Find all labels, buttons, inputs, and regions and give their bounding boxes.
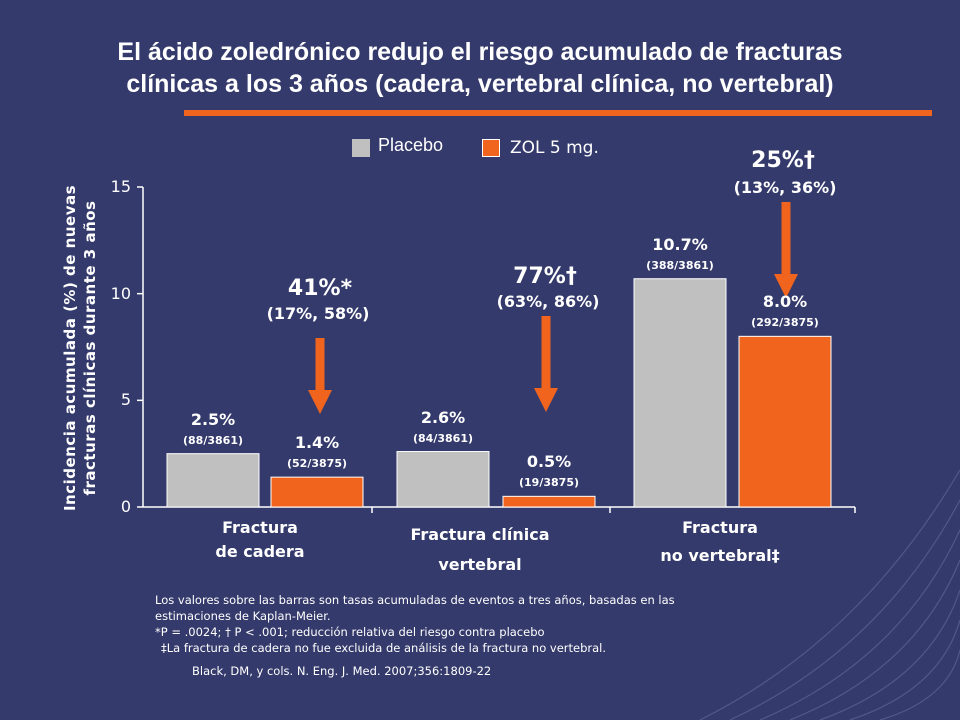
risk-reduction-ci-hip: (17%, 58%) bbox=[266, 304, 370, 323]
legend-label-placebo: Placebo bbox=[378, 135, 444, 155]
data-label-zol-hip: 1.4% bbox=[294, 433, 340, 453]
bar-zol bbox=[738, 335, 832, 508]
y-tick-label: 10 bbox=[110, 283, 131, 303]
y-tick-label: 0 bbox=[120, 497, 131, 516]
data-label-placebo-vertebral: 2.6% bbox=[420, 407, 466, 427]
bar-placebo bbox=[633, 278, 727, 508]
count-label-placebo-nonvertebral: (388/3861) bbox=[646, 258, 714, 272]
y-tick-label: 5 bbox=[120, 390, 131, 410]
source-citation: Black, DM, y cols. N. Eng. J. Med. 2007;… bbox=[192, 664, 492, 678]
footnotes: Los valores sobre las barras son tasas a… bbox=[155, 592, 795, 656]
risk-reduction-ci-nonvertebral: (13%, 36%) bbox=[733, 178, 837, 197]
data-label-zol-nonvertebral: 8.0% bbox=[762, 292, 808, 312]
count-label-zol-nonvertebral: (292/3875) bbox=[751, 316, 819, 330]
risk-reduction-vertebral: 77%† bbox=[513, 264, 577, 289]
footnote-line: estimaciones de Kaplan-Meier. bbox=[155, 609, 331, 623]
title-underline bbox=[184, 110, 932, 116]
count-label-placebo-vertebral: (84/3861) bbox=[413, 431, 473, 445]
bar-placebo bbox=[396, 451, 490, 508]
bar-zol bbox=[270, 476, 364, 508]
risk-reduction-ci-vertebral: (63%, 86%) bbox=[496, 292, 600, 311]
risk-reduction-nonvertebral: 25%† bbox=[751, 148, 815, 173]
reduction-arrow-head bbox=[308, 390, 332, 414]
count-label-zol-vertebral: (19/3875) bbox=[519, 476, 579, 490]
reduction-arrow-head bbox=[774, 274, 798, 298]
bar-zol bbox=[502, 495, 596, 508]
category-label-hip: Fractura de cadera bbox=[215, 518, 305, 561]
count-label-zol-hip: (52/3875) bbox=[287, 457, 347, 471]
category-label-vertebral: Fractura clínica vertebral bbox=[410, 525, 550, 574]
data-label-placebo-hip: 2.5% bbox=[190, 409, 236, 429]
risk-reduction-hip: 41%* bbox=[287, 276, 353, 301]
data-label-placebo-nonvertebral: 10.7% bbox=[652, 234, 708, 254]
data-label-zol-vertebral: 0.5% bbox=[526, 452, 572, 472]
category-label-nonvertebral: Fractura no vertebral‡ bbox=[660, 518, 780, 565]
reduction-arrow-head bbox=[534, 388, 558, 412]
y-tick-label: 15 bbox=[110, 177, 131, 196]
count-label-placebo-hip: (88/3861) bbox=[183, 433, 243, 447]
legend-swatch-zol bbox=[482, 139, 500, 157]
footnote-line: ‡La fractura de cadera no fue excluida d… bbox=[161, 641, 607, 655]
footnote-line: Los valores sobre las barras son tasas a… bbox=[155, 593, 675, 607]
bar-placebo bbox=[166, 453, 260, 508]
footnote-line: *P = .0024; † P < .001; reducción relati… bbox=[155, 625, 545, 639]
legend-label-zol: ZOL 5 mg. bbox=[510, 138, 599, 158]
page-title: El ácido zoledrónico redujo el riesgo ac… bbox=[117, 38, 843, 98]
legend-swatch-placebo bbox=[352, 139, 370, 157]
